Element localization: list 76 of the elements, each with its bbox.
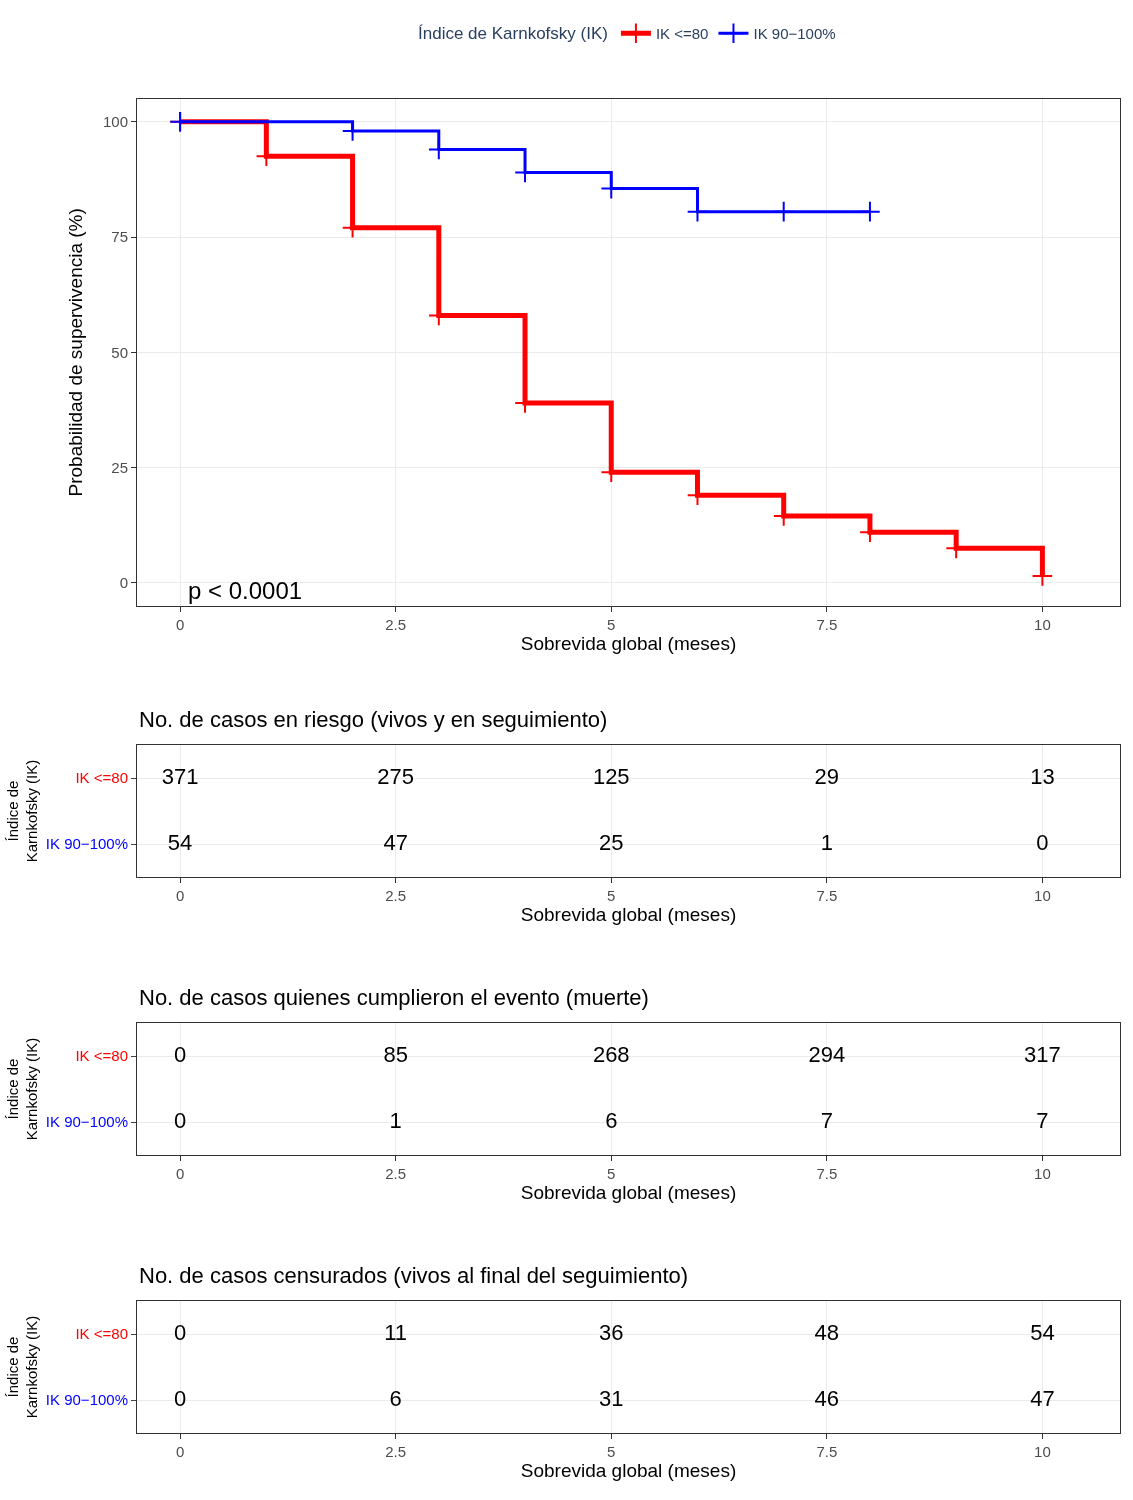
y-tick-label: IK <=80 [75, 1047, 128, 1065]
x-tick-label: 5 [607, 1165, 616, 1183]
x-axis-title: Sobrevida global (meses) [520, 633, 737, 654]
x-tick-label: 10 [1034, 1165, 1051, 1183]
x-tick-label: 10 [1034, 616, 1051, 633]
y-axis-title: Índice de Karnkofsky (IK) [3, 1315, 41, 1419]
data-label: 268 [592, 1041, 630, 1067]
data-label: 13 [1030, 763, 1055, 789]
data-label: 294 [808, 1041, 846, 1067]
x-tick-label: 5 [607, 1443, 616, 1461]
y-tick-label: 100 [102, 112, 128, 130]
x-tick-label: 7.5 [816, 1443, 838, 1461]
x-tick-label: 7.5 [816, 1165, 838, 1183]
legend-label: IK 90−100% [753, 25, 836, 43]
chart-title: No. de casos censurados (vivos al final del seguimiento) [139, 1263, 689, 1288]
y-tick-label: 0 [119, 574, 128, 592]
x-tick-label: 2.5 [385, 887, 407, 905]
x-tick-label: 10 [1034, 887, 1051, 905]
data-label: 0 [1036, 829, 1049, 855]
data-label: 6 [389, 1385, 402, 1411]
data-label: 371 [161, 763, 199, 789]
data-label: 54 [1030, 1319, 1055, 1345]
data-label: 48 [814, 1319, 840, 1345]
y-tick-label: IK <=80 [75, 1325, 128, 1343]
data-label: 85 [383, 1041, 408, 1067]
data-label: 54 [167, 829, 193, 855]
legend-title: Índice de Karnkofsky (IK) [418, 24, 608, 44]
x-tick-label: 7.5 [816, 887, 838, 905]
data-label: 29 [814, 763, 840, 789]
x-tick-label: 2.5 [385, 1443, 407, 1461]
data-label: 6 [605, 1107, 618, 1133]
data-label: 0 [173, 1107, 187, 1133]
data-label: 1 [389, 1107, 402, 1133]
data-label: 7 [820, 1107, 833, 1133]
data-label: 31 [599, 1385, 624, 1411]
x-axis-title: Sobrevida global (meses) [520, 1460, 737, 1482]
y-tick-label: IK <=80 [75, 769, 128, 787]
data-label: 317 [1024, 1041, 1061, 1067]
x-tick-label: 2.5 [385, 1165, 407, 1183]
y-axis-title: Índice de Karnkofsky (IK) [3, 1037, 41, 1141]
chart-title: No. de casos en riesgo (vivos y en seguimiento) [139, 707, 608, 732]
data-label: 275 [377, 763, 415, 789]
x-tick-label: 5 [607, 616, 616, 633]
y-tick-label: 50 [111, 343, 128, 361]
x-tick-label: 2.5 [385, 616, 407, 633]
data-label: 125 [592, 763, 630, 789]
x-tick-label: 10 [1034, 1443, 1051, 1461]
data-label: 47 [383, 829, 408, 855]
x-tick-label: 7.5 [816, 616, 838, 633]
y-tick-label: IK 90−100% [45, 835, 128, 853]
x-axis-title: Sobrevida global (meses) [520, 1182, 737, 1204]
y-tick-label: 25 [111, 458, 128, 476]
data-label: 47 [1030, 1385, 1055, 1411]
x-axis-title: Sobrevida global (meses) [520, 904, 737, 926]
y-tick-label: IK 90−100% [45, 1113, 128, 1131]
data-label: 46 [814, 1385, 840, 1411]
x-tick-label: 5 [607, 887, 616, 905]
data-label: 11 [384, 1319, 408, 1345]
x-tick-label: 0 [175, 1165, 185, 1183]
legend-label: IK <=80 [655, 25, 709, 43]
x-tick-label: 0 [175, 887, 185, 905]
data-label: 25 [599, 829, 624, 855]
x-tick-label: 0 [175, 1443, 185, 1461]
data-label: 36 [599, 1319, 624, 1345]
y-axis-title: Índice de Karnkofsky (IK) [3, 759, 41, 863]
y-tick-label: 75 [111, 228, 128, 246]
data-label: 0 [173, 1385, 187, 1411]
chart-title: No. de casos quienes cumplieron el evento (muerte) [139, 985, 649, 1010]
data-label: 1 [820, 829, 833, 855]
x-tick-label: 0 [175, 616, 185, 633]
annotation: p < 0.0001 [188, 577, 303, 604]
data-label: 7 [1036, 1107, 1049, 1133]
y-axis-title: Probabilidad de supervivencia (%) [64, 208, 86, 497]
data-label: 0 [173, 1319, 187, 1345]
y-tick-label: IK 90−100% [45, 1391, 128, 1409]
data-label: 0 [173, 1041, 187, 1067]
